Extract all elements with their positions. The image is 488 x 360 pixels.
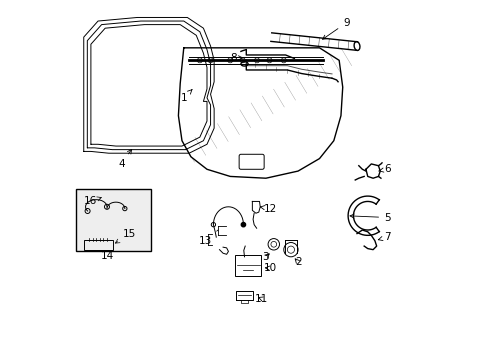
Text: 3: 3 <box>262 252 269 262</box>
Text: 9: 9 <box>322 18 349 39</box>
Text: 12: 12 <box>260 203 276 213</box>
Text: 16: 16 <box>83 197 101 206</box>
Text: 4: 4 <box>118 149 131 169</box>
Text: 15: 15 <box>115 229 136 243</box>
Text: 6: 6 <box>378 164 390 174</box>
Text: 14: 14 <box>100 251 113 261</box>
FancyBboxPatch shape <box>76 189 151 251</box>
Text: 1: 1 <box>180 90 192 103</box>
Text: 8: 8 <box>230 53 243 63</box>
Text: 7: 7 <box>378 232 390 242</box>
Circle shape <box>241 222 245 227</box>
Text: 2: 2 <box>294 257 301 267</box>
Text: 10: 10 <box>263 263 276 273</box>
Text: 13: 13 <box>198 230 218 246</box>
Text: 5: 5 <box>349 212 390 222</box>
Text: 11: 11 <box>255 294 268 303</box>
